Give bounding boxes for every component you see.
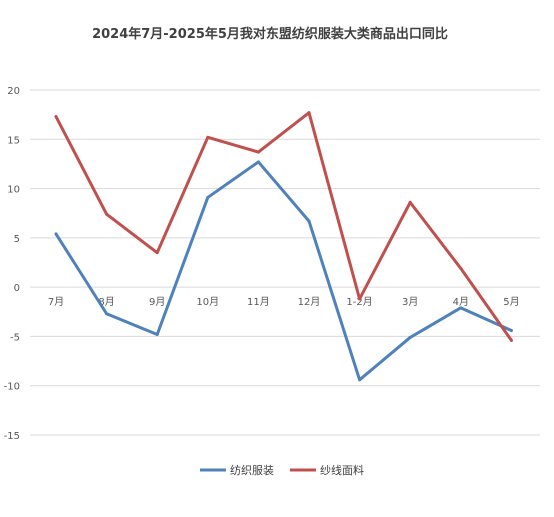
data-point: [408, 200, 412, 204]
data-point: [105, 312, 109, 316]
x-tick-label: 4月: [453, 296, 469, 308]
y-tick-label: 20: [7, 86, 20, 97]
data-point: [206, 135, 210, 139]
data-point: [206, 195, 210, 199]
x-tick-label: 11月: [247, 296, 270, 308]
data-point: [54, 115, 58, 119]
gridlines: [30, 89, 540, 436]
x-axis-ticks: 7月 8月 9月 10月 11月 12月 1-2月 3月 4月 5月: [48, 296, 520, 308]
y-tick-label: 5: [14, 234, 20, 245]
x-tick-label: 10月: [196, 296, 219, 308]
data-point: [155, 251, 159, 255]
y-tick-label: -10: [4, 382, 20, 393]
data-point: [408, 335, 412, 339]
x-tick-label: 12月: [298, 296, 321, 308]
y-tick-label: -15: [4, 431, 20, 442]
series-line-2: [54, 111, 513, 342]
data-point: [509, 329, 513, 333]
data-point: [256, 160, 260, 164]
y-tick-label: 15: [7, 135, 20, 146]
x-tick-label: 5月: [503, 296, 519, 308]
legend-label: 纱线面料: [320, 463, 364, 477]
x-tick-label: 9月: [149, 296, 165, 308]
data-point: [459, 266, 463, 270]
data-point: [358, 297, 362, 301]
data-point: [459, 306, 463, 310]
y-axis-ticks: 20 15 10 5 0 -5 -10 -15: [4, 86, 20, 442]
data-point: [155, 332, 159, 336]
data-point: [105, 212, 109, 216]
data-point: [54, 232, 58, 236]
data-point: [509, 338, 513, 342]
legend: 纺织服装 纱线面料: [200, 463, 364, 477]
chart-title: 2024年7月-2025年5月我对东盟纺织服装大类商品出口同比: [92, 26, 448, 42]
series-lines: [54, 111, 513, 382]
y-tick-label: 0: [14, 283, 20, 294]
y-tick-label: -5: [10, 332, 20, 343]
series-line-1: [54, 160, 513, 382]
data-point: [307, 219, 311, 223]
x-tick-label: 3月: [402, 296, 418, 308]
y-tick-label: 10: [7, 185, 20, 196]
x-tick-label: 1-2月: [346, 296, 372, 308]
data-point: [307, 111, 311, 115]
data-point: [256, 150, 260, 154]
legend-label: 纺织服装: [230, 463, 274, 477]
x-tick-label: 7月: [48, 296, 64, 308]
data-point: [358, 378, 362, 382]
